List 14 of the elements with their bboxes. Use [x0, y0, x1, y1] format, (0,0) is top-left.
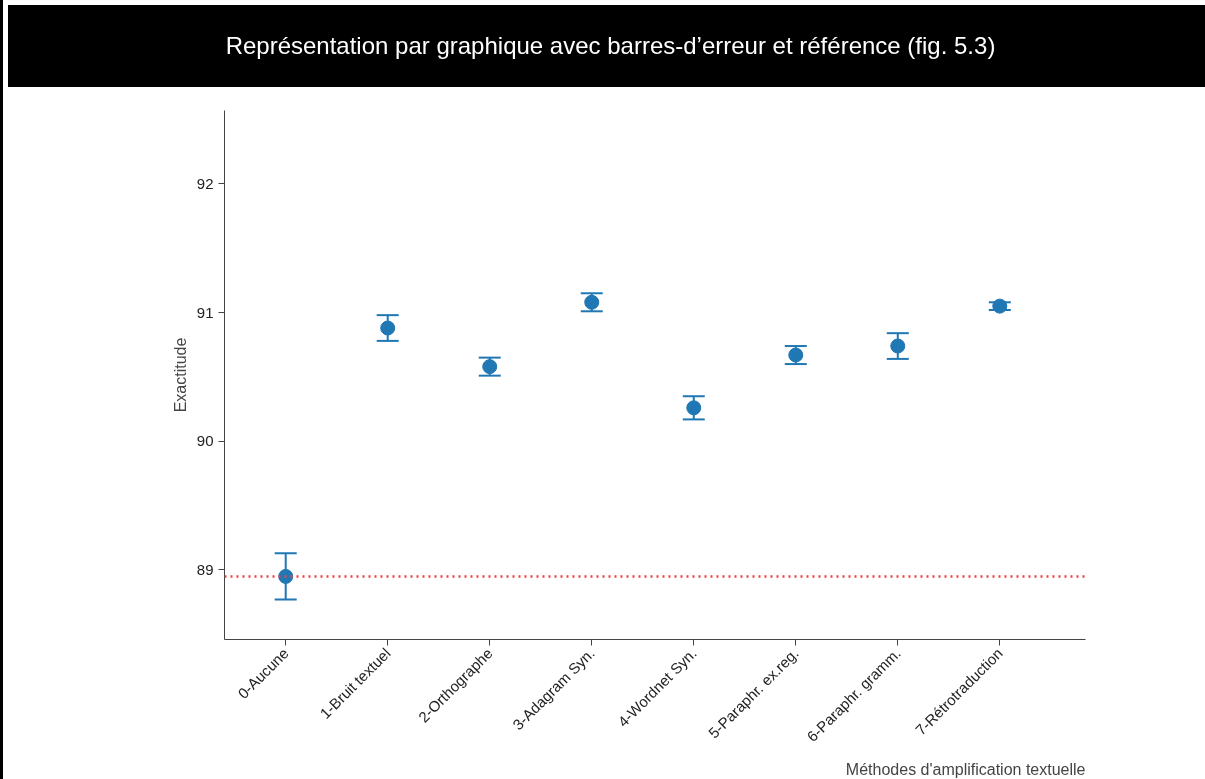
point — [788, 347, 804, 363]
point — [686, 400, 702, 416]
point — [482, 359, 498, 375]
chart-title: Représentation par graphique avec barres-d’erreur et référence (fig. 5.3) — [225, 30, 996, 61]
point — [890, 338, 906, 354]
y-tick-label: 91 — [196, 303, 214, 321]
y-tick-label: 92 — [196, 174, 214, 192]
point — [380, 320, 396, 336]
y-tick-label: 90 — [196, 432, 214, 450]
point — [992, 298, 1008, 314]
y-axis-title: Exactitude — [171, 337, 189, 413]
point — [584, 294, 600, 310]
x-axis-title: Méthodes d'amplification textuelle — [845, 760, 1086, 778]
y-tick-label: 89 — [196, 561, 214, 578]
